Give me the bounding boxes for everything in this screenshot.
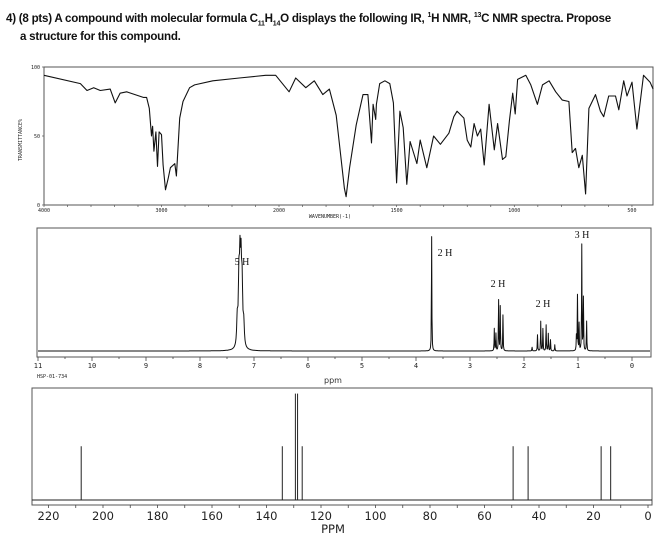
h-nmr-x-tick-label: 11 (34, 362, 42, 370)
h-nmr-x-tick-label: 0 (630, 362, 634, 370)
ir-x-tick-label: 500 (627, 208, 636, 214)
integration-label: 2 H (438, 248, 453, 259)
subscript: 14 (272, 20, 281, 28)
h-nmr-x-tick-label: 3 (468, 362, 472, 370)
h-nmr-x-tick-label: 2 (522, 362, 526, 370)
c-nmr-x-tick-label: 220 (38, 509, 60, 523)
ir-x-axis-label: WAVENUMBER(-1) (309, 214, 351, 220)
question-text: A compound with molecular formula C (54, 12, 258, 25)
c-nmr-x-tick-label: 20 (586, 509, 601, 523)
ir-y-tick-label: 0 (37, 203, 40, 209)
c-nmr-plot-frame (31, 387, 653, 506)
ir-y-tick-label: 50 (34, 134, 40, 140)
ir-x-tick-label: 4000 (38, 208, 50, 214)
h-nmr-spectrum: HSP-01-734 ppm 11 10 9 8 7 6 5 4 3 2 1 05 H2 H2 H2 … (34, 227, 652, 385)
ir-trace (43, 74, 654, 198)
ir-y-tick-label: 100 (31, 65, 40, 71)
h-nmr-x-tick-label: 5 (360, 362, 364, 370)
c-nmr-x-tick-label: 120 (310, 509, 332, 523)
question-text-line-1: 4) (8 pts) A compound with molecular for… (6, 12, 611, 27)
integration-label: 2 H (536, 299, 551, 310)
c-nmr-x-tick-label: 80 (423, 509, 438, 523)
question-text: H NMR, (431, 12, 474, 25)
ir-y-axis-label: TRANSMITTANCE% (18, 119, 24, 161)
h-nmr-trace (38, 234, 650, 352)
c-nmr-x-axis-label: PPM (321, 522, 345, 536)
c-nmr-x-tick-label: 180 (147, 509, 169, 523)
question-points: (8 pts) (18, 12, 52, 25)
h-nmr-x-tick-label: 9 (144, 362, 148, 370)
h-nmr-plot-frame (36, 227, 652, 358)
c-nmr-x-tick-label: 160 (201, 509, 223, 523)
superscript: 1 (427, 12, 432, 20)
c-nmr-x-tick-label: 0 (644, 509, 651, 523)
h-nmr-x-tick-label: 7 (252, 362, 256, 370)
integration-label: 5 H (235, 257, 250, 268)
c-nmr-x-tick-label: 140 (256, 509, 278, 523)
ir-x-tick-label: 1000 (508, 208, 520, 214)
ir-x-tick-label: 2000 (273, 208, 285, 214)
c-nmr-x-tick-label: 60 (477, 509, 492, 523)
sample-id: HSP-01-734 (37, 374, 67, 380)
integration-label: 2 H (491, 279, 506, 290)
h-nmr-x-tick-label: 4 (414, 362, 418, 370)
c-nmr-x-tick-label: 100 (365, 509, 387, 523)
c-nmr-x-tick-label: 40 (532, 509, 547, 523)
h-nmr-x-tick-label: 8 (198, 362, 202, 370)
h-nmr-x-tick-label: 6 (306, 362, 310, 370)
question-number: 4) (6, 12, 16, 25)
subscript: 11 (257, 20, 265, 28)
h-nmr-x-tick-label: 10 (88, 362, 96, 370)
ir-x-tick-label: 1500 (391, 208, 403, 214)
ir-plot-frame (43, 66, 654, 206)
question-text-line-2: a structure for this compound. (20, 30, 181, 43)
h-nmr-x-tick-label: 1 (576, 362, 580, 370)
ir-x-tick-label: 3000 (155, 208, 167, 214)
c-nmr-spectrum: PPM 220 200 180 160 140 120 100 80 60 40 20 0 (31, 387, 653, 536)
question-text: O displays the following IR, (280, 12, 428, 25)
question-text: C NMR spectra. Propose (481, 12, 611, 25)
c-nmr-x-tick-label: 200 (92, 509, 114, 523)
question-text: H (264, 12, 273, 25)
ir-spectrum: TRANSMITTANCE% WAVENUMBER(-1) 4000 3000 20… (18, 65, 654, 220)
h-nmr-x-axis-label: ppm (324, 376, 342, 385)
integration-label: 3 H (575, 230, 590, 241)
superscript: 13 (473, 12, 482, 20)
